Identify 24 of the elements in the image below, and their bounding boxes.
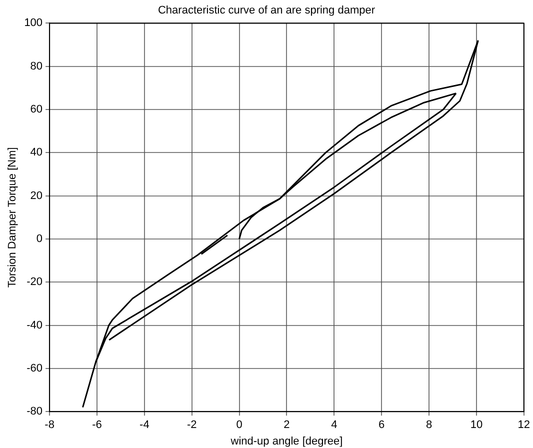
x-tick-label: 4 xyxy=(331,419,338,432)
x-tick-label: 8 xyxy=(426,419,432,432)
x-tick-label: 2 xyxy=(284,419,290,432)
y-axis-title: Torsion Damper Torque [Nm] xyxy=(6,147,19,288)
x-tick-label: -2 xyxy=(186,419,197,432)
x-tick-label: -4 xyxy=(140,419,150,432)
y-tick-label: 0 xyxy=(36,233,43,246)
x-tick-label: -8 xyxy=(44,419,54,432)
y-tick-label: -60 xyxy=(26,362,43,374)
y-tick-label: -20 xyxy=(26,276,43,288)
y-tick-label: -40 xyxy=(26,319,43,332)
y-tick-label: 60 xyxy=(30,104,43,116)
x-axis-title: wind-up angle [degree] xyxy=(230,435,343,448)
y-tick-label: -80 xyxy=(26,406,43,418)
x-tick-label: 6 xyxy=(378,419,385,432)
y-tick-label: 100 xyxy=(24,17,43,30)
y-tick-label: 40 xyxy=(30,146,43,159)
x-tick-label: 12 xyxy=(518,419,530,432)
y-tick-label: 80 xyxy=(30,60,43,72)
y-tick-label: 20 xyxy=(30,190,43,202)
x-tick-label: 10 xyxy=(470,419,483,432)
chart-title: Characteristic curve of an are spring damper xyxy=(158,4,376,17)
x-tick-label: -6 xyxy=(92,419,102,432)
x-tick-label: 0 xyxy=(236,419,242,432)
